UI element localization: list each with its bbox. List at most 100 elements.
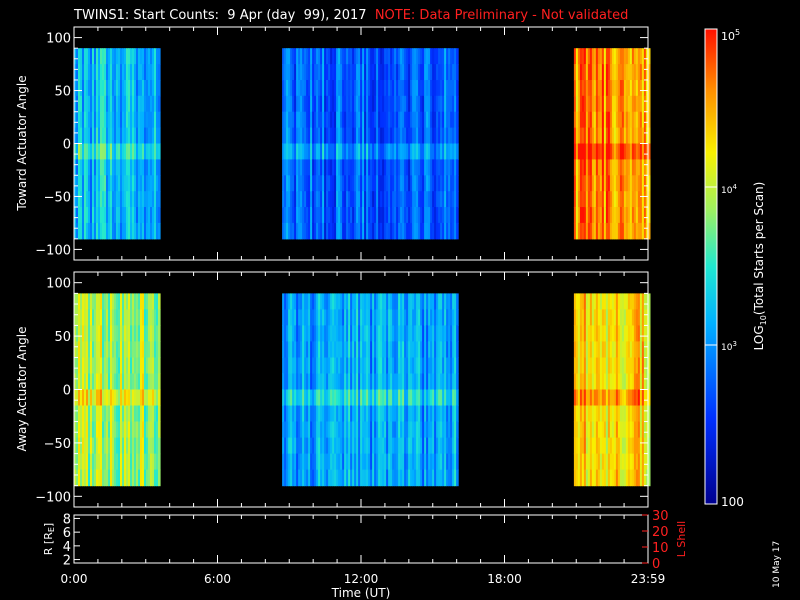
heatmap-cell [96, 341, 99, 358]
heatmap-cell [354, 293, 357, 310]
heatmap-cell [86, 48, 89, 65]
heatmap-cell [102, 357, 105, 375]
heatmap-cell [352, 143, 355, 160]
heatmap-cell [96, 64, 99, 81]
heatmap-cell [428, 453, 431, 471]
heatmap-cell [336, 64, 339, 81]
heatmap-cell [454, 453, 457, 471]
heatmap-cell [400, 293, 403, 310]
heatmap-cell [326, 453, 329, 471]
heatmap-cell [314, 48, 317, 65]
heatmap-cell [342, 309, 345, 326]
heatmap-cell [438, 293, 441, 310]
heatmap-cell [352, 95, 355, 113]
heatmap-cell [583, 389, 587, 407]
heatmap-cell [378, 207, 381, 224]
heatmap-cell [90, 159, 93, 176]
heatmap-cell [368, 111, 371, 129]
heatmap-cell [430, 293, 433, 310]
heatmap-cell [456, 437, 459, 455]
heatmap-cell [302, 389, 305, 407]
heatmap-cell [452, 437, 455, 455]
heatmap-cell [406, 405, 409, 423]
heatmap-cell [318, 207, 321, 224]
heatmap-cell [619, 373, 623, 391]
heatmap-cell [382, 127, 385, 145]
heatmap-cell [575, 341, 579, 358]
heatmap-cell [138, 207, 141, 224]
heatmap-cell [350, 111, 353, 129]
heatmap-cell [398, 309, 401, 326]
heatmap-cell [108, 437, 111, 455]
heatmap-cell [428, 127, 431, 145]
heatmap-cell [627, 222, 631, 240]
heatmap-cell [370, 325, 373, 342]
heatmap-cell [641, 453, 645, 471]
heatmap-cell [142, 80, 145, 97]
heatmap-cell [577, 293, 581, 310]
heatmap-cell [108, 111, 111, 129]
heatmap-cell [314, 293, 317, 310]
heatmap-cell [446, 143, 449, 160]
heatmap-cell [132, 175, 135, 192]
heatmap-cell [426, 357, 429, 375]
heatmap-cell [388, 437, 391, 455]
heatmap-cell [452, 191, 455, 208]
heatmap-cell [140, 341, 143, 358]
heatmap-cell [144, 175, 147, 192]
heatmap-cell [442, 48, 445, 65]
heatmap-cell [100, 95, 103, 113]
heatmap-cell [106, 405, 109, 423]
heatmap-cell [388, 111, 391, 129]
heatmap-cell [410, 175, 413, 192]
heatmap-cell [114, 469, 117, 487]
heatmap-cell [78, 191, 81, 208]
heatmap-cell [144, 389, 147, 407]
heatmap-cell [430, 421, 433, 439]
heatmap-cell [76, 373, 79, 391]
heatmap-cell [607, 127, 611, 145]
heatmap-cell [154, 421, 157, 439]
heatmap-cell [136, 143, 139, 160]
heatmap-cell [346, 309, 349, 326]
heatmap-cell [591, 80, 595, 97]
heatmap-cell [601, 341, 605, 358]
heatmap-cell [368, 405, 371, 423]
heatmap-cell [338, 48, 341, 65]
heatmap-cell [336, 222, 339, 240]
heatmap-cell [318, 127, 321, 145]
heatmap-cell [310, 127, 313, 145]
heatmap-cell [290, 175, 293, 192]
heatmap-cell [92, 341, 95, 358]
heatmap-cell [643, 341, 647, 358]
heatmap-cell [336, 373, 339, 391]
heatmap-cell [625, 127, 629, 145]
heatmap-cell [300, 143, 303, 160]
heatmap-cell [78, 357, 81, 375]
heatmap-cell [444, 95, 447, 113]
heatmap-cell [330, 175, 333, 192]
heatmap-cell [124, 309, 127, 326]
heatmap-cell [599, 357, 603, 375]
heatmap-cell [314, 207, 317, 224]
colorbar-ticks [705, 186, 717, 346]
heatmap-cell [615, 191, 619, 208]
heatmap-cell [98, 421, 101, 439]
heatmap-cell [136, 207, 139, 224]
heatmap-cell [390, 357, 393, 375]
heatmap-cell [348, 405, 351, 423]
heatmap-cell [88, 64, 91, 81]
heatmap-cell [370, 373, 373, 391]
heatmap-cell [98, 293, 101, 310]
heatmap-cell [380, 437, 383, 455]
heatmap-cell [96, 309, 99, 326]
heatmap-cell [152, 175, 155, 192]
heatmap-cell [643, 453, 647, 471]
heatmap-cell [639, 111, 643, 129]
heatmap-cell [288, 325, 291, 342]
heatmap-cell [88, 175, 91, 192]
heatmap-cell [607, 80, 611, 97]
heatmap-cell [374, 95, 377, 113]
heatmap-cell [412, 64, 415, 81]
heatmap-cell [110, 159, 113, 176]
